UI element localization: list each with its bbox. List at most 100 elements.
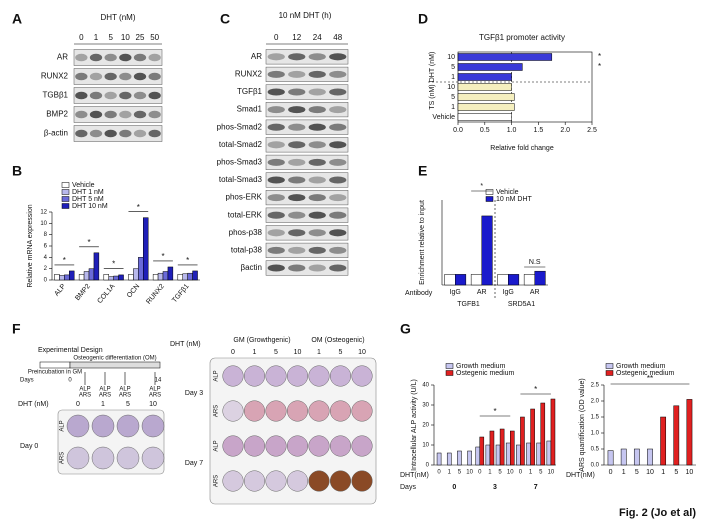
band bbox=[329, 158, 347, 166]
blot-label: BMP2 bbox=[46, 110, 68, 119]
band bbox=[308, 70, 326, 78]
x-tick-label: 10 bbox=[466, 470, 473, 476]
blot-label: β-actin bbox=[44, 129, 68, 138]
y-tick-label: 10 bbox=[40, 221, 47, 227]
day-label: 3 bbox=[493, 484, 497, 491]
well bbox=[141, 446, 165, 470]
significance: * bbox=[63, 256, 66, 265]
x-tick-label: 0 bbox=[437, 470, 441, 476]
band bbox=[267, 53, 285, 61]
band bbox=[288, 53, 306, 61]
bar bbox=[499, 428, 505, 466]
x-tick-label: 0 bbox=[519, 470, 523, 476]
blot-strip bbox=[265, 242, 349, 258]
dose-tick: 1 bbox=[253, 349, 257, 356]
legend-label: DHT 5 nM bbox=[72, 196, 104, 203]
bar bbox=[182, 273, 188, 281]
well bbox=[308, 365, 330, 387]
band bbox=[308, 158, 326, 166]
dose-tick: 5 bbox=[274, 349, 278, 356]
legend-label: DHT 1 nM bbox=[72, 189, 104, 196]
band bbox=[75, 91, 88, 100]
bar bbox=[489, 430, 495, 466]
well bbox=[308, 435, 330, 457]
blot-label: TGBβ1 bbox=[43, 91, 69, 100]
blot-header: DHT (nM) bbox=[101, 13, 136, 22]
well bbox=[265, 365, 287, 387]
bar bbox=[467, 450, 472, 466]
legend-label: Vehicle bbox=[496, 189, 519, 196]
x-axis-label: Relative fold change bbox=[490, 145, 554, 152]
well bbox=[351, 435, 373, 457]
assay-label: ALP bbox=[79, 387, 90, 393]
bar bbox=[457, 83, 512, 91]
x-tick-label: OCN bbox=[126, 283, 141, 299]
blot-strip bbox=[265, 49, 349, 65]
row-label: Antibody bbox=[405, 290, 433, 297]
significance: * bbox=[598, 62, 601, 71]
y-tick-label: 2.5 bbox=[591, 383, 600, 389]
blot-strip bbox=[73, 68, 163, 85]
y-axis-label: Intracellular ALP activity (U/L) bbox=[411, 379, 418, 471]
assay-label: ARS bbox=[79, 393, 91, 399]
bar bbox=[633, 448, 640, 466]
legend-label: Growth medium bbox=[616, 363, 666, 370]
band bbox=[133, 72, 147, 81]
bar bbox=[455, 274, 467, 286]
design-title: Experimental Design bbox=[38, 347, 103, 354]
assay-label: ARS bbox=[149, 393, 161, 399]
significance: ** bbox=[647, 374, 653, 383]
bar bbox=[157, 272, 164, 281]
band bbox=[89, 129, 103, 138]
blot-strip bbox=[265, 102, 349, 118]
band bbox=[329, 211, 347, 219]
well bbox=[243, 435, 266, 457]
well bbox=[308, 400, 330, 422]
blot-label: AR bbox=[251, 52, 262, 61]
x-tick-label: 0.5 bbox=[480, 127, 490, 134]
legend-swatch bbox=[61, 182, 70, 188]
band bbox=[267, 176, 285, 184]
bar bbox=[54, 274, 60, 281]
band bbox=[329, 194, 347, 202]
y-tick-label: 5 bbox=[451, 64, 455, 71]
band bbox=[119, 53, 132, 62]
x-label: DHT(nM) bbox=[400, 472, 429, 479]
legend-swatch bbox=[445, 370, 454, 376]
x-tick-label: RUNX2 bbox=[145, 283, 166, 306]
band bbox=[119, 91, 132, 100]
y-tick-label: 0 bbox=[426, 463, 430, 469]
x-tick-label: 5 bbox=[674, 469, 678, 476]
lane-label: 25 bbox=[136, 33, 145, 42]
bar bbox=[128, 274, 134, 281]
band bbox=[267, 211, 285, 219]
y-tick-label: Vehicle bbox=[432, 114, 455, 121]
bar bbox=[177, 274, 183, 281]
well bbox=[66, 414, 90, 438]
blot-strip bbox=[73, 49, 163, 66]
assay-label: ALP bbox=[119, 387, 130, 393]
legend-swatch bbox=[485, 189, 494, 195]
bar bbox=[546, 440, 552, 466]
bar bbox=[510, 430, 515, 466]
band bbox=[329, 229, 347, 237]
band bbox=[308, 53, 326, 61]
band bbox=[148, 72, 161, 81]
band bbox=[104, 53, 117, 62]
lane-label: 10 bbox=[121, 33, 130, 42]
y-tick-label: 1.0 bbox=[591, 431, 600, 437]
x-tick-label: 1.0 bbox=[507, 127, 517, 134]
dose-label: DHT (nM) bbox=[18, 401, 49, 408]
well bbox=[243, 365, 266, 387]
band bbox=[308, 141, 326, 149]
band bbox=[133, 53, 147, 62]
well bbox=[286, 435, 309, 457]
x-tick-label: 1 bbox=[529, 470, 533, 476]
dose-tick: 5 bbox=[126, 401, 130, 408]
assay-label: ALP bbox=[99, 387, 110, 393]
x-tick-label: AR bbox=[477, 289, 487, 296]
dose-tick: 10 bbox=[294, 349, 302, 356]
legend-label: DHT 10 nM bbox=[72, 203, 108, 210]
band bbox=[89, 53, 103, 62]
bar bbox=[162, 271, 169, 281]
